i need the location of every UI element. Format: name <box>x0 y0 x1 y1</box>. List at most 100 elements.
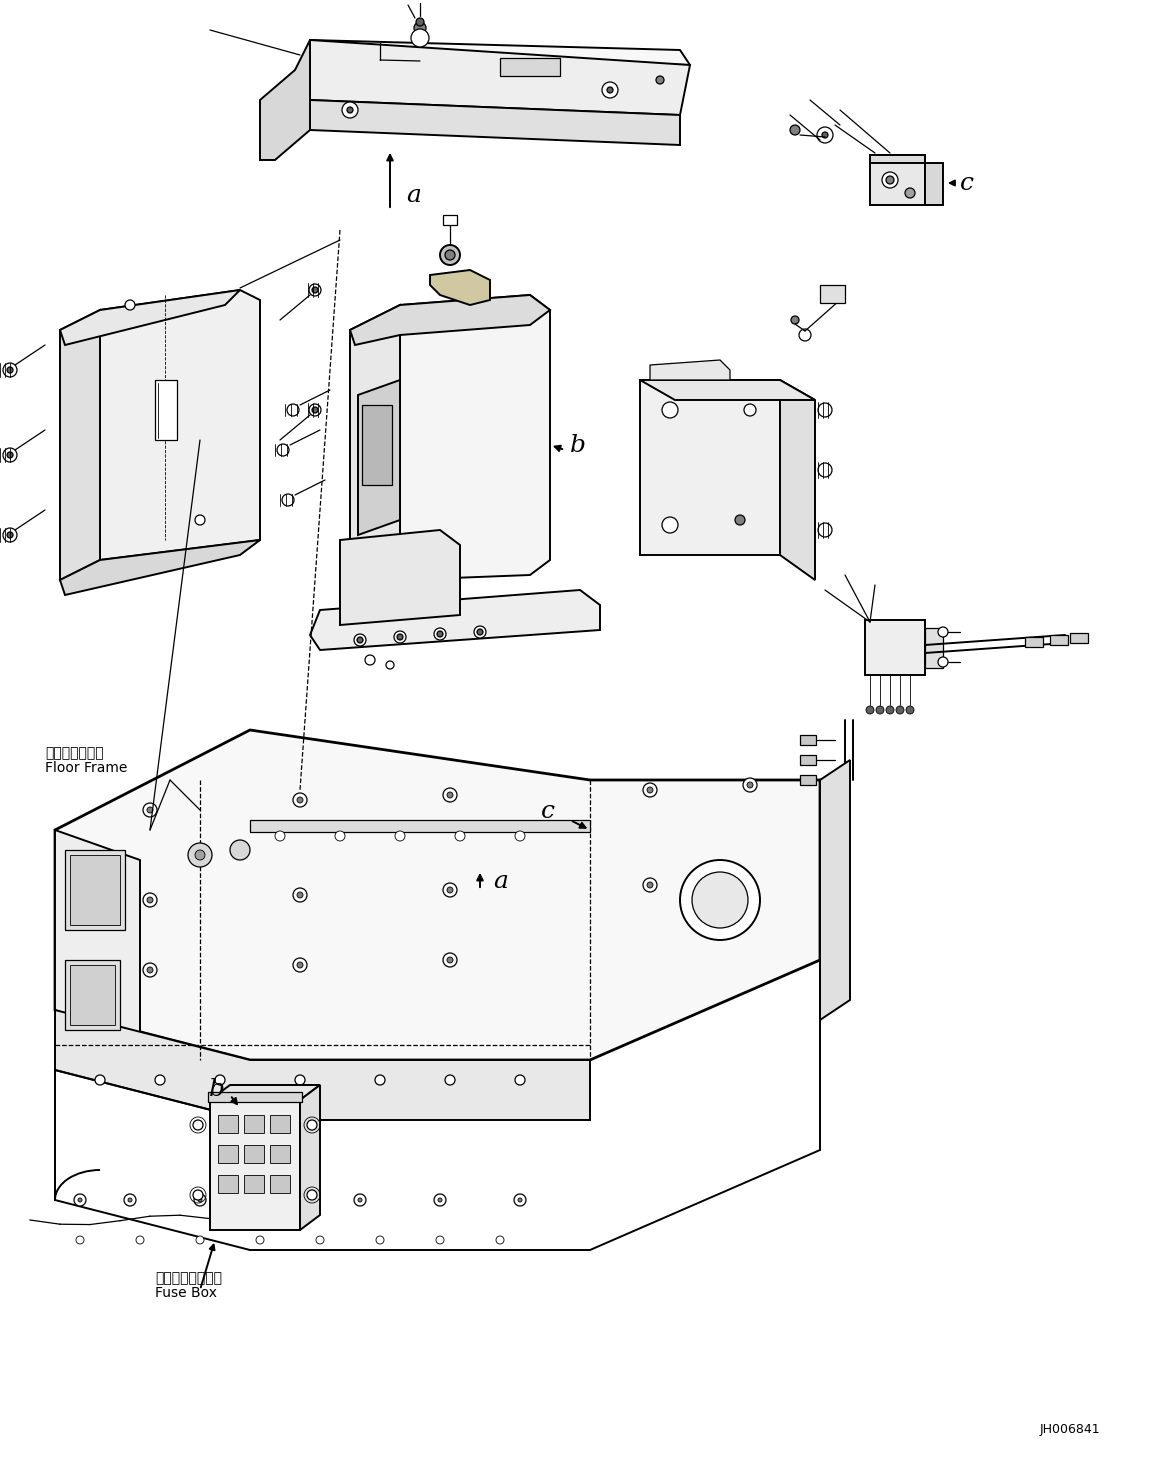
Circle shape <box>281 494 294 506</box>
Circle shape <box>128 1198 131 1202</box>
Circle shape <box>358 1198 362 1202</box>
Circle shape <box>647 787 652 793</box>
Bar <box>70 855 120 925</box>
Circle shape <box>376 1236 384 1245</box>
Circle shape <box>744 405 756 416</box>
Circle shape <box>395 831 405 841</box>
Circle shape <box>495 1236 504 1245</box>
Circle shape <box>155 1075 165 1085</box>
Circle shape <box>680 861 759 940</box>
Circle shape <box>876 707 884 714</box>
Circle shape <box>188 843 212 866</box>
Bar <box>65 850 124 929</box>
Bar <box>640 380 780 556</box>
Circle shape <box>297 798 304 803</box>
Circle shape <box>397 633 404 641</box>
Circle shape <box>287 405 299 416</box>
Circle shape <box>309 284 321 296</box>
Bar <box>443 216 457 224</box>
Bar <box>270 1176 290 1193</box>
Circle shape <box>335 831 345 841</box>
Circle shape <box>274 831 285 841</box>
Circle shape <box>293 957 307 972</box>
Circle shape <box>443 883 457 897</box>
Polygon shape <box>60 309 100 581</box>
Circle shape <box>293 888 307 902</box>
Polygon shape <box>640 380 815 400</box>
Circle shape <box>437 630 443 638</box>
Circle shape <box>312 408 317 413</box>
Text: c: c <box>959 172 973 195</box>
Circle shape <box>143 963 157 976</box>
Circle shape <box>438 1198 442 1202</box>
Circle shape <box>416 18 424 26</box>
Circle shape <box>7 366 13 372</box>
Circle shape <box>643 783 657 798</box>
Circle shape <box>443 953 457 968</box>
Bar <box>362 405 392 485</box>
Polygon shape <box>311 100 680 145</box>
Circle shape <box>662 402 678 418</box>
Circle shape <box>147 968 154 973</box>
Circle shape <box>822 132 828 138</box>
Text: a: a <box>493 871 508 893</box>
Polygon shape <box>358 380 400 535</box>
Circle shape <box>354 1193 366 1207</box>
Circle shape <box>818 523 832 537</box>
Circle shape <box>194 1193 206 1207</box>
Circle shape <box>147 897 154 903</box>
Circle shape <box>278 1198 281 1202</box>
Circle shape <box>3 528 17 542</box>
Bar <box>208 1092 302 1102</box>
Circle shape <box>414 22 426 34</box>
Text: フューズボックス: フューズボックス <box>155 1271 222 1286</box>
Circle shape <box>447 887 454 893</box>
Circle shape <box>747 781 752 789</box>
Bar <box>250 819 590 833</box>
Circle shape <box>607 86 613 92</box>
Circle shape <box>818 403 832 416</box>
Circle shape <box>886 176 894 185</box>
Circle shape <box>455 831 465 841</box>
Circle shape <box>447 792 454 798</box>
Text: Fuse Box: Fuse Box <box>155 1286 217 1300</box>
Polygon shape <box>55 1010 590 1120</box>
Circle shape <box>514 1193 526 1207</box>
Polygon shape <box>261 40 311 160</box>
Circle shape <box>342 103 358 117</box>
Polygon shape <box>60 539 261 595</box>
Circle shape <box>354 633 366 647</box>
Circle shape <box>274 1193 286 1207</box>
Polygon shape <box>211 1085 320 1100</box>
Circle shape <box>643 878 657 891</box>
Circle shape <box>662 517 678 534</box>
Bar <box>70 965 115 1025</box>
Polygon shape <box>311 589 600 649</box>
Polygon shape <box>350 295 550 345</box>
Circle shape <box>256 1236 264 1245</box>
Circle shape <box>215 1075 224 1085</box>
Text: c: c <box>541 800 555 824</box>
Polygon shape <box>55 730 820 1060</box>
Circle shape <box>307 1120 317 1130</box>
Circle shape <box>818 463 832 476</box>
Circle shape <box>743 778 757 792</box>
Polygon shape <box>820 759 850 1020</box>
Polygon shape <box>780 380 815 581</box>
Circle shape <box>656 76 664 84</box>
Circle shape <box>7 452 13 457</box>
Circle shape <box>440 245 461 265</box>
Polygon shape <box>311 40 690 114</box>
Bar <box>800 734 816 745</box>
Circle shape <box>799 328 811 342</box>
Circle shape <box>434 627 445 641</box>
Circle shape <box>896 707 904 714</box>
Bar <box>800 776 816 784</box>
Circle shape <box>906 707 914 714</box>
Circle shape <box>124 1193 136 1207</box>
Circle shape <box>312 287 317 293</box>
Circle shape <box>447 957 454 963</box>
Circle shape <box>374 1075 385 1085</box>
Circle shape <box>78 1198 83 1202</box>
Circle shape <box>198 1198 202 1202</box>
